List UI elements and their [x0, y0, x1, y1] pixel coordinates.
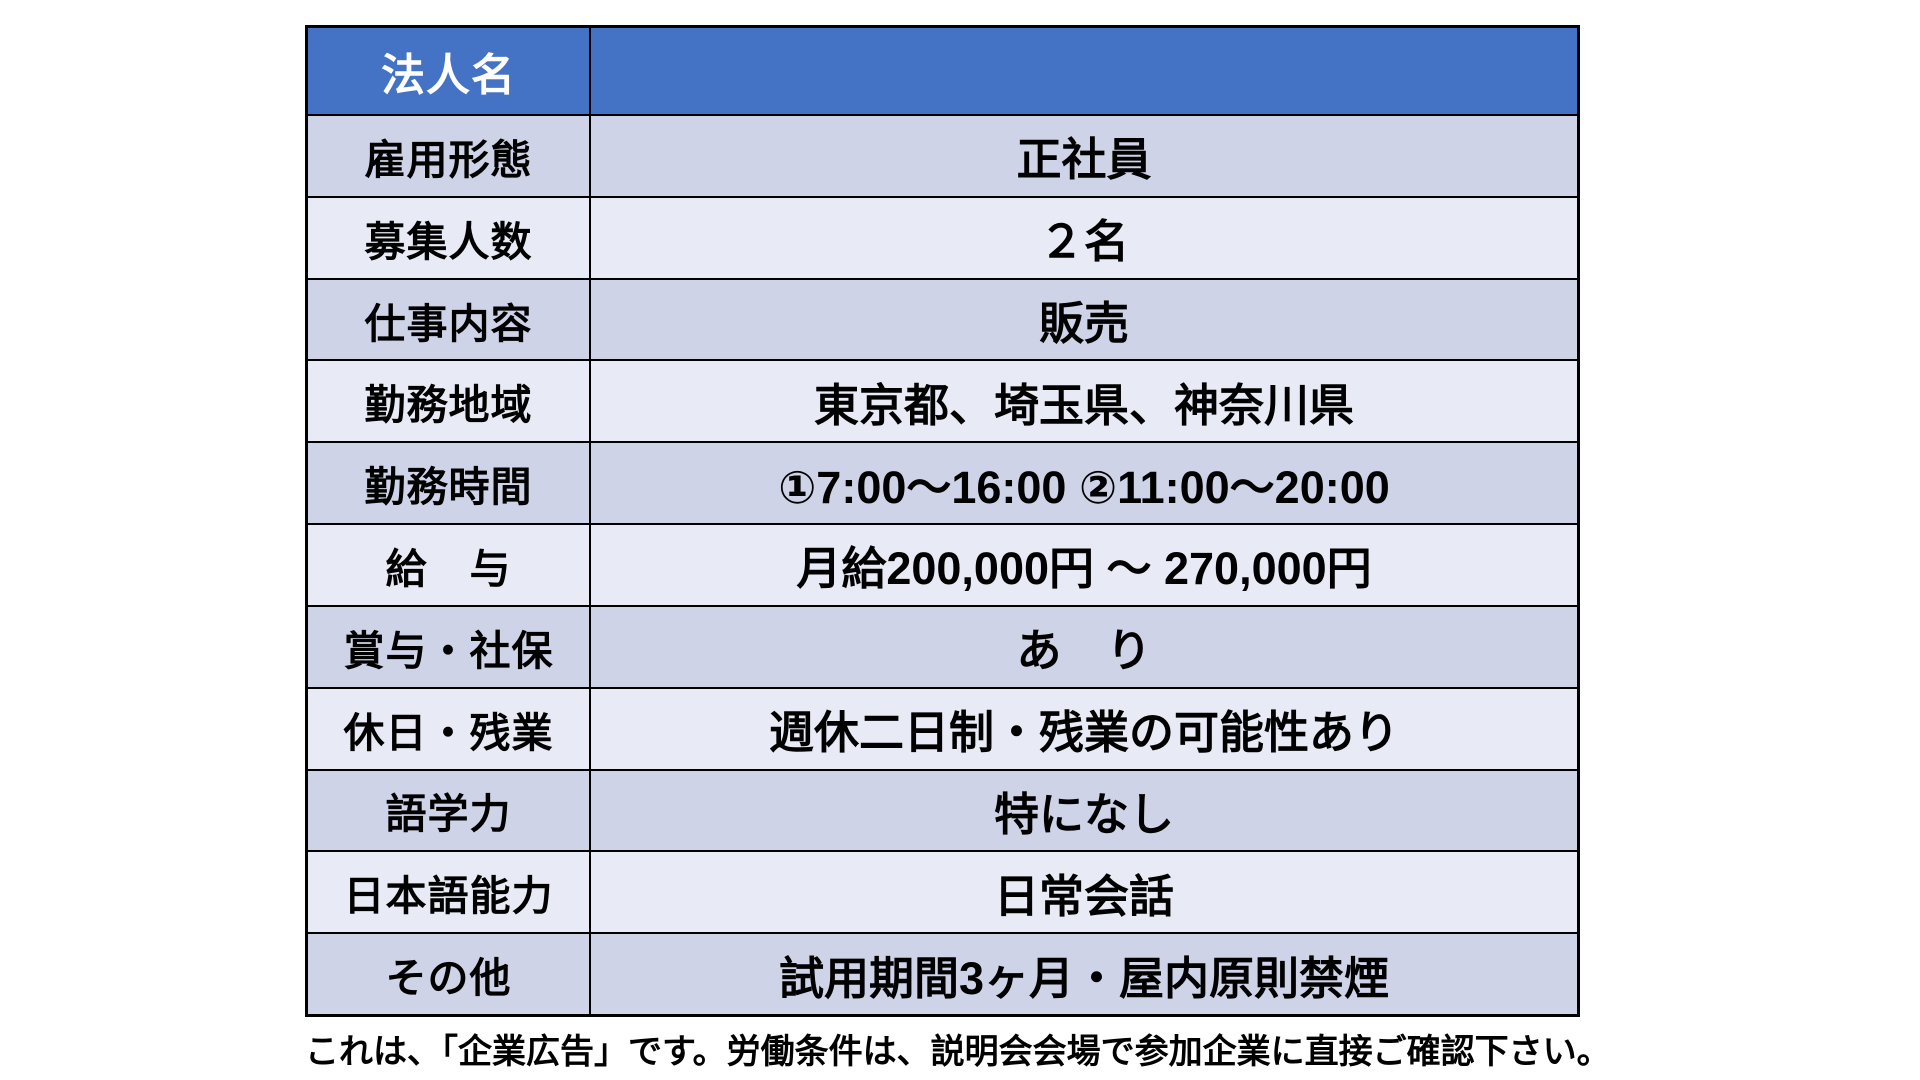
row-value-work-area: 東京都、埼玉県、神奈川県	[813, 379, 1354, 431]
table-row: 休日・残業 週休二日制・残業の可能性あり	[308, 688, 1577, 771]
row-value-positions-available: ２名	[1038, 216, 1129, 268]
table-row: 勤務地域 東京都、埼玉県、神奈川県	[308, 361, 1577, 444]
row-value-employment-type: 正社員	[1016, 134, 1152, 186]
row-value-work-hours: ①7:00～16:00 ②11:00～20:00	[778, 461, 1390, 513]
job-posting-table: 法人名 雇用形態 正社員 募集人数 ２名 仕事内容 販売 勤務地域 東京都、埼玉…	[305, 25, 1580, 1017]
header-value-corporation-name	[591, 28, 1577, 114]
row-value-bonus-insurance: あ り	[1016, 625, 1152, 677]
table-row: 給 与 月給200,000円 ～ 270,000円	[308, 525, 1577, 607]
row-label-work-hours: 勤務時間	[308, 443, 591, 524]
disclaimer-note: これは、「企業広告」です。労働条件は、説明会会場で参加企業に直接ご確認下さい。	[305, 1033, 1611, 1071]
row-label-holidays-overtime: 休日・残業	[308, 688, 591, 769]
row-label-positions-available: 募集人数	[308, 197, 591, 278]
table-row: 募集人数 ２名	[308, 197, 1577, 280]
header-label-corporation-name: 法人名	[308, 28, 591, 114]
row-value-holidays-overtime: 週休二日制・残業の可能性あり	[768, 707, 1399, 759]
row-value-language-skills: 特になし	[993, 788, 1174, 840]
table-header-row: 法人名	[308, 28, 1577, 116]
row-label-work-area: 勤務地域	[308, 361, 591, 442]
table-row: 賞与・社保 あ り	[308, 606, 1577, 689]
row-label-salary: 給 与	[308, 525, 591, 605]
row-value-other: 試用期間3ヶ月・屋内原則禁煙	[778, 952, 1390, 1004]
row-value-japanese-ability: 日常会話	[993, 870, 1174, 922]
table-row: 勤務時間 ①7:00～16:00 ②11:00～20:00	[308, 443, 1577, 526]
table-row: 仕事内容 販売	[308, 279, 1577, 362]
table-row: 雇用形態 正社員	[308, 116, 1577, 198]
table-row: その他 試用期間3ヶ月・屋内原則禁煙	[308, 934, 1577, 1014]
row-label-japanese-ability: 日本語能力	[308, 852, 591, 933]
row-label-language-skills: 語学力	[308, 770, 591, 851]
row-value-job-description: 販売	[1038, 298, 1129, 350]
row-label-bonus-insurance: 賞与・社保	[308, 606, 591, 687]
row-label-employment-type: 雇用形態	[308, 116, 591, 196]
row-label-job-description: 仕事内容	[308, 279, 591, 360]
row-label-other: その他	[308, 934, 591, 1014]
row-value-salary: 月給200,000円 ～ 270,000円	[796, 543, 1372, 595]
table-row: 語学力 特になし	[308, 770, 1577, 853]
table-row: 日本語能力 日常会話	[308, 852, 1577, 935]
